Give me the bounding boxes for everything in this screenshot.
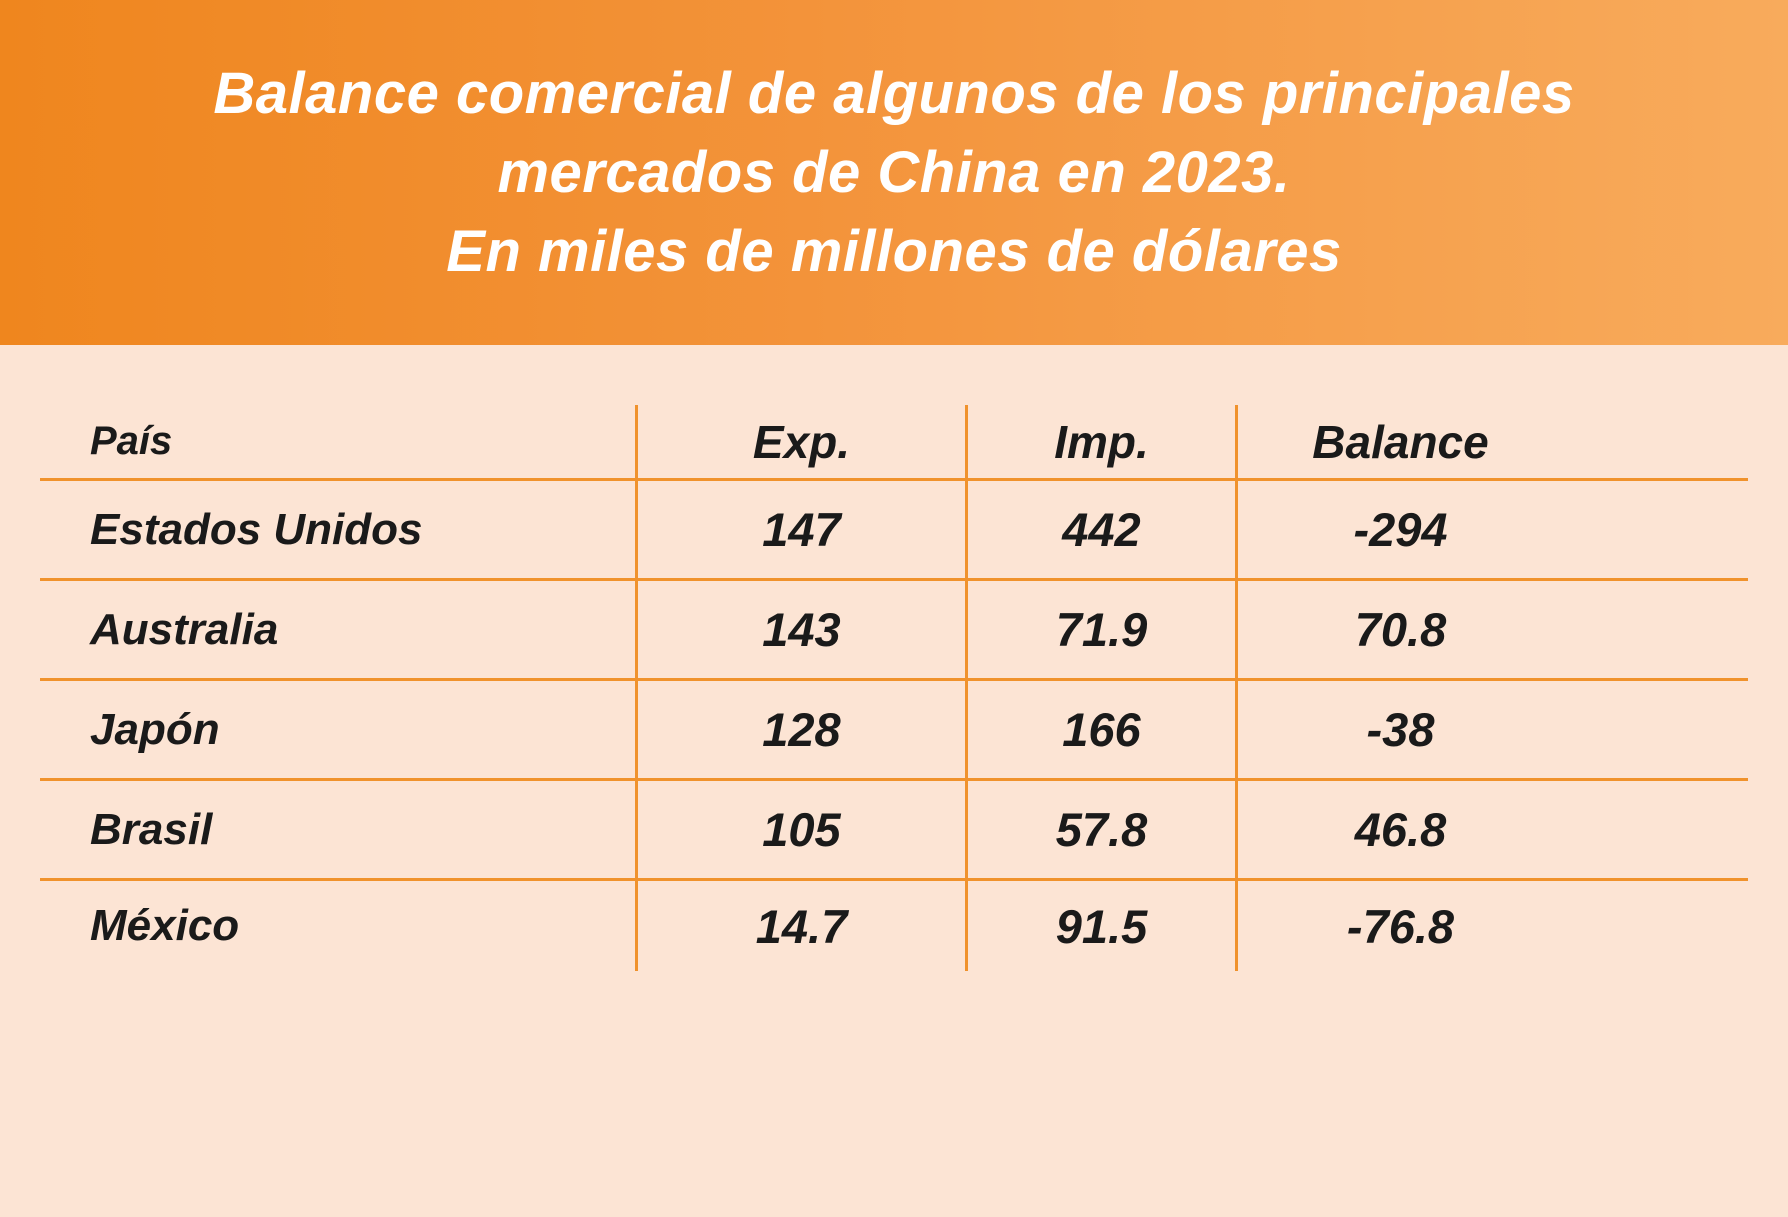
cell-balance: -294	[1235, 481, 1748, 578]
table-row: Australia 143 71.9 70.8	[40, 581, 1748, 681]
cell-balance: -38	[1235, 681, 1748, 778]
cell-pais: Estados Unidos	[90, 504, 423, 554]
cell-exp: 147	[635, 481, 965, 578]
cell-pais: Brasil	[90, 804, 213, 854]
cell-exp: 105	[635, 781, 965, 878]
cell-balance: 46.8	[1235, 781, 1748, 878]
table-row: Estados Unidos 147 442 -294	[40, 481, 1748, 581]
title-band: Balance comercial de algunos de los prin…	[0, 0, 1788, 345]
cell-pais: Australia	[90, 604, 279, 654]
cell-exp: 14.7	[635, 881, 965, 971]
cell-imp: 57.8	[965, 781, 1235, 878]
cell-imp: 442	[965, 481, 1235, 578]
cell-imp: 71.9	[965, 581, 1235, 678]
table-header-row: País Exp. Imp. Balance	[40, 405, 1748, 481]
cell-imp: 91.5	[965, 881, 1235, 971]
col-header-pais: País	[90, 419, 173, 463]
chart-title-line-1: Balance comercial de algunos de los prin…	[213, 61, 1575, 126]
cell-pais: México	[90, 901, 240, 950]
col-header-balance: Balance	[1235, 405, 1748, 478]
table-row: Brasil 105 57.8 46.8	[40, 781, 1748, 881]
cell-imp: 166	[965, 681, 1235, 778]
col-header-exp: Exp.	[635, 405, 965, 478]
cell-balance: -76.8	[1235, 881, 1748, 971]
cell-exp: 128	[635, 681, 965, 778]
chart-title-line-3: En miles de millones de dólares	[446, 219, 1342, 284]
trade-balance-table: País Exp. Imp. Balance Estados Unidos 14…	[40, 405, 1748, 971]
table-row: Japón 128 166 -38	[40, 681, 1748, 781]
chart-title-line-2: mercados de China en 2023.	[497, 140, 1291, 205]
col-header-imp: Imp.	[965, 405, 1235, 478]
cell-pais: Japón	[90, 704, 220, 754]
table-row: México 14.7 91.5 -76.8	[40, 881, 1748, 971]
cell-balance: 70.8	[1235, 581, 1748, 678]
cell-exp: 143	[635, 581, 965, 678]
